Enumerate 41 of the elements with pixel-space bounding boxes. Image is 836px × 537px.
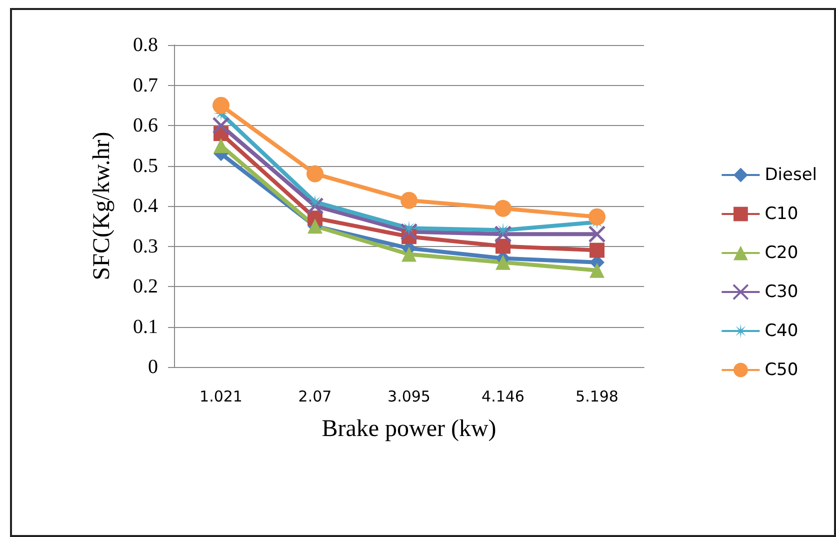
point bbox=[308, 194, 322, 210]
legend-label: C30 bbox=[764, 282, 798, 302]
legend-label: C20 bbox=[764, 243, 798, 263]
y-tick-label: 0.7 bbox=[133, 74, 158, 96]
point bbox=[400, 223, 418, 241]
x-tick-label: 1.021 bbox=[200, 388, 242, 406]
point bbox=[590, 262, 604, 278]
point bbox=[400, 192, 418, 209]
y-tick-label: 0.3 bbox=[133, 235, 158, 258]
x-tick-label: 5.198 bbox=[576, 388, 618, 406]
y-tick-label: 0.4 bbox=[133, 195, 158, 217]
x-axis-title: Brake power (kw) bbox=[322, 416, 496, 442]
point bbox=[590, 242, 604, 258]
legend-label: C50 bbox=[764, 360, 798, 380]
x-tick-label: 4.146 bbox=[482, 388, 524, 406]
point bbox=[214, 138, 228, 154]
y-tick-label: 0.8 bbox=[133, 34, 158, 56]
y-axis-title: SFC(Kg/kw.hr) bbox=[89, 132, 115, 280]
point bbox=[496, 222, 510, 238]
legend-label: C40 bbox=[764, 321, 798, 341]
y-tick-label: 0.1 bbox=[133, 316, 158, 338]
legend-label: Diesel bbox=[764, 165, 817, 185]
point bbox=[494, 200, 512, 217]
point bbox=[494, 225, 512, 243]
point bbox=[306, 165, 324, 182]
point bbox=[402, 220, 416, 236]
point bbox=[212, 96, 230, 114]
point bbox=[496, 238, 510, 254]
legend-label: C10 bbox=[764, 204, 798, 224]
y-tick-label: 0.2 bbox=[133, 276, 158, 298]
point bbox=[588, 225, 606, 243]
point bbox=[306, 197, 324, 215]
x-tick-label: 2.07 bbox=[298, 388, 332, 406]
y-tick-label: 0.6 bbox=[133, 114, 158, 136]
point bbox=[588, 208, 606, 226]
point bbox=[496, 254, 510, 270]
y-tick-label: 0.5 bbox=[133, 154, 158, 177]
point bbox=[212, 116, 230, 134]
x-tick-label: 3.095 bbox=[388, 388, 430, 406]
point bbox=[402, 246, 416, 262]
y-tick-label: 0 bbox=[148, 356, 158, 378]
